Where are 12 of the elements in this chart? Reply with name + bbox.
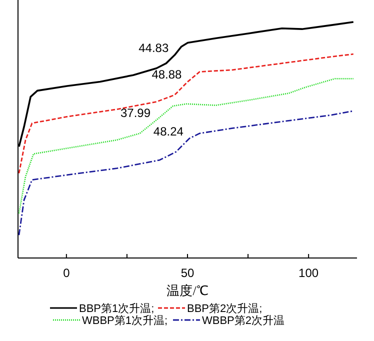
x-tick-label: 100 [298, 266, 319, 280]
x-tick-label: 50 [180, 266, 194, 280]
legend-label: WBBP第1次升温; [82, 314, 168, 327]
legend-label: BBP第1次升温; [79, 302, 154, 315]
x-tick-label: 0 [63, 266, 70, 280]
legend-label: BBP第2次升温; [187, 302, 262, 315]
annotation: 48.24 [153, 124, 184, 138]
annotation: 37.99 [120, 106, 151, 120]
x-axis-title: 温度/℃ [166, 283, 208, 298]
annotation: 48.88 [152, 68, 182, 82]
legend-label: WBBP第2次升温 [202, 314, 285, 327]
annotation: 44.83 [138, 41, 169, 56]
